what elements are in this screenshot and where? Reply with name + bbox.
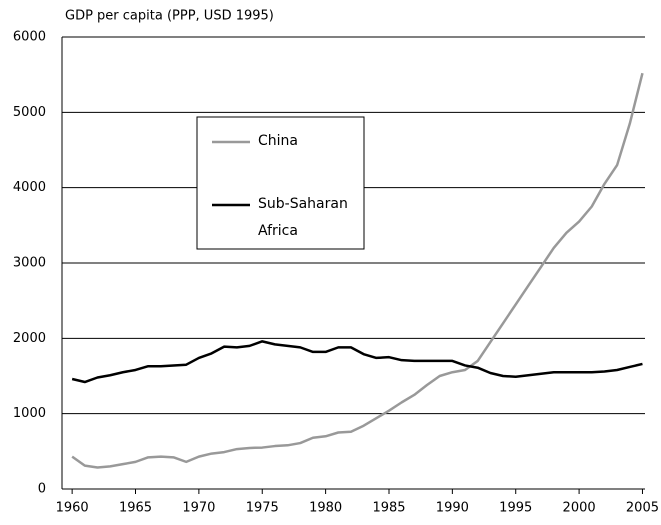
x-tick-label: 1960 [56, 501, 89, 516]
x-tick-label: 1995 [499, 501, 532, 516]
legend-label-box: China [258, 133, 298, 149]
line-series [71, 340, 643, 384]
x-tick-label: 1985 [372, 501, 405, 516]
x-tick-label: 1970 [182, 501, 215, 516]
legend-box [196, 116, 365, 250]
y-tick-label: 0 [38, 482, 46, 497]
x-tick-label: 1990 [436, 501, 469, 516]
y-tick-label: 6000 [13, 30, 46, 45]
x-tick-label: 1975 [246, 501, 279, 516]
legend-label: Sub-Saharan Africa [258, 196, 348, 239]
x-tick-label: 2000 [563, 501, 596, 516]
y-tick-label: 3000 [13, 256, 46, 271]
x-tick-label: 1980 [309, 501, 342, 516]
y-tick-label: 2000 [13, 331, 46, 346]
x-tick-label: 2005 [626, 501, 659, 516]
legend-label: China [258, 133, 298, 149]
y-tick-label: 5000 [13, 105, 46, 120]
legend-label-box: Sub-Saharan Africa [258, 196, 348, 239]
y-axis-label: GDP per capita (PPP, USD 1995) [65, 9, 274, 24]
y-tick-label: 4000 [13, 180, 46, 195]
line-series [71, 72, 644, 469]
x-tick-label: 1965 [119, 501, 152, 516]
y-tick-label: 1000 [13, 406, 46, 421]
